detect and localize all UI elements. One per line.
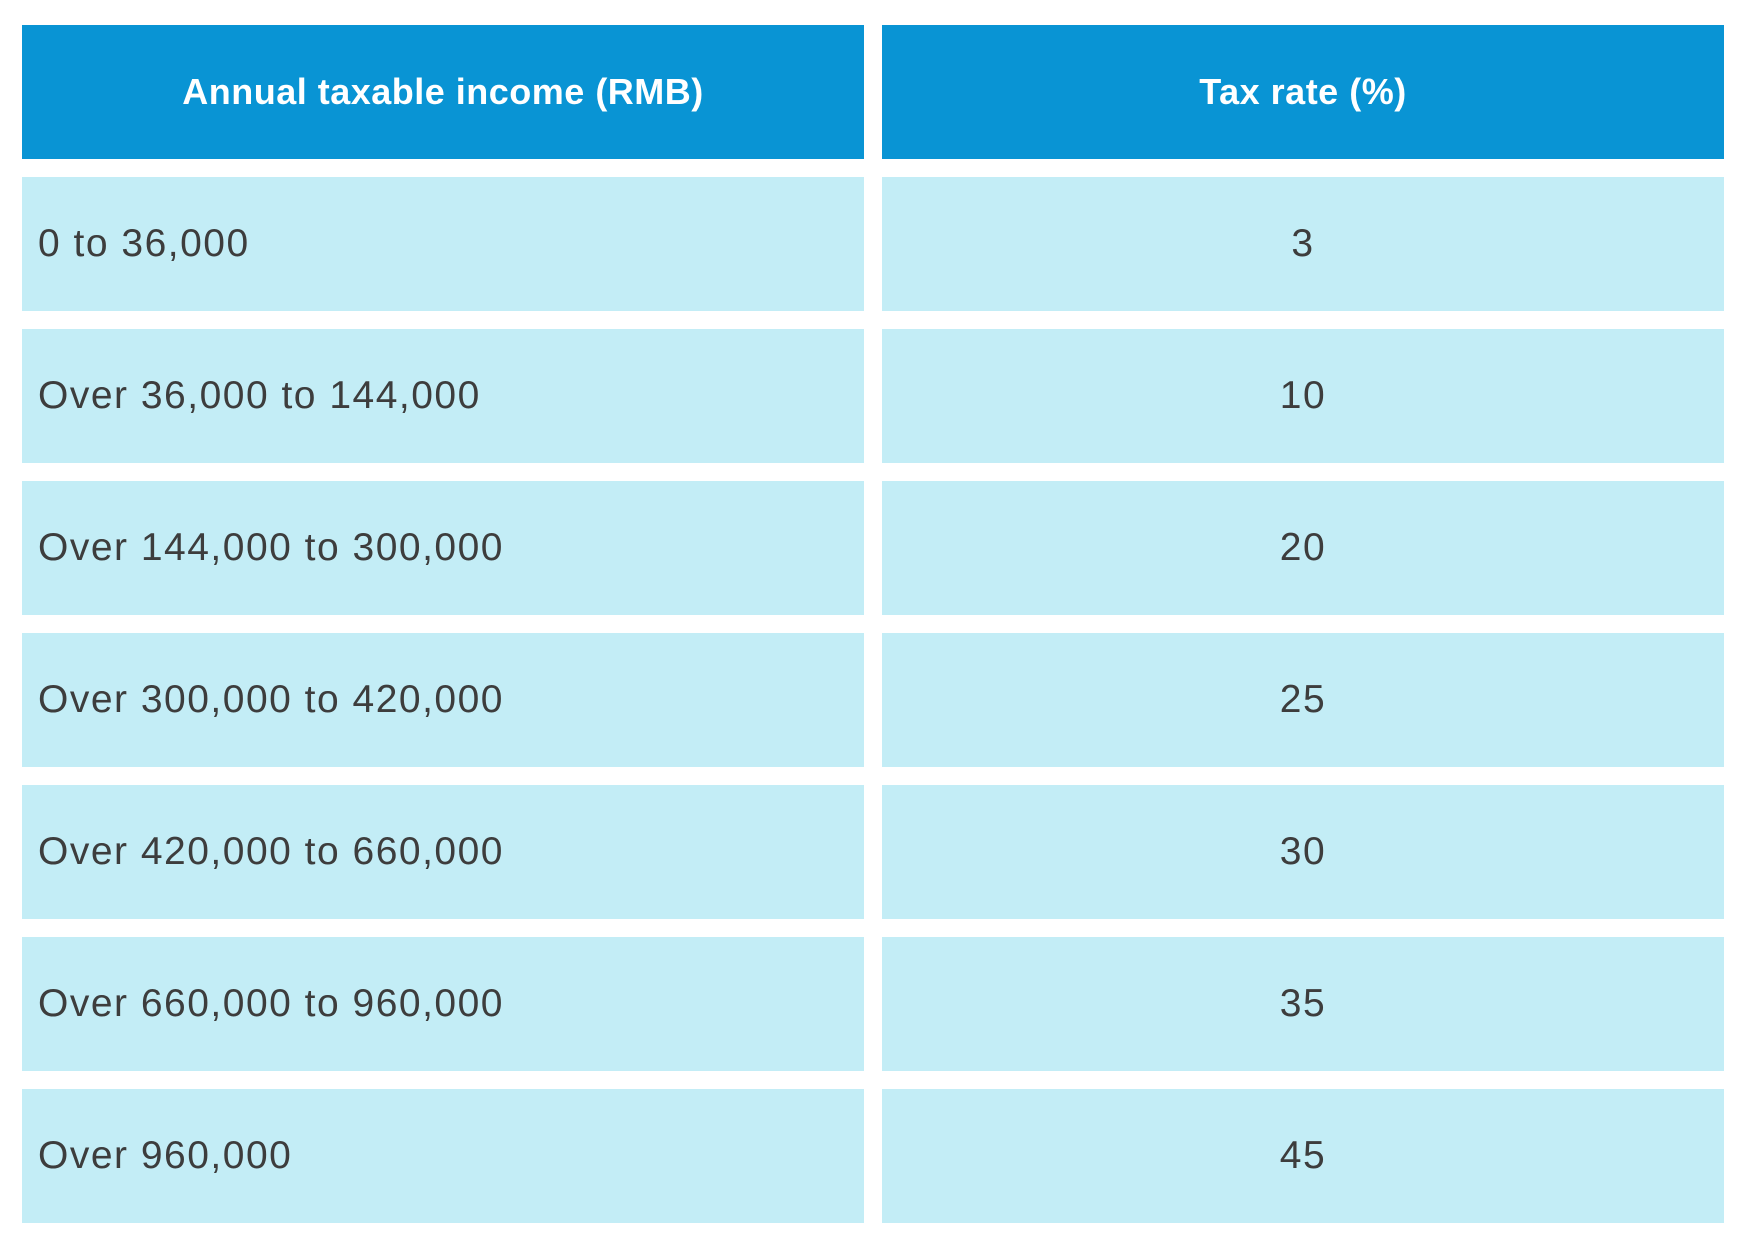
rate-cell: 3 [882,177,1724,311]
income-cell: Over 300,000 to 420,000 [22,633,864,767]
income-cell: Over 660,000 to 960,000 [22,937,864,1071]
income-cell: 0 to 36,000 [22,177,864,311]
income-cell: Over 420,000 to 660,000 [22,785,864,919]
column-header-rate: Tax rate (%) [882,25,1724,159]
rate-cell: 20 [882,481,1724,615]
rate-cell: 10 [882,329,1724,463]
tax-rate-table: Annual taxable income (RMB) Tax rate (%)… [22,25,1724,1223]
rate-cell: 35 [882,937,1724,1071]
rate-cell: 30 [882,785,1724,919]
income-cell: Over 36,000 to 144,000 [22,329,864,463]
rate-cell: 45 [882,1089,1724,1223]
column-header-income: Annual taxable income (RMB) [22,25,864,159]
income-cell: Over 144,000 to 300,000 [22,481,864,615]
rate-cell: 25 [882,633,1724,767]
income-cell: Over 960,000 [22,1089,864,1223]
